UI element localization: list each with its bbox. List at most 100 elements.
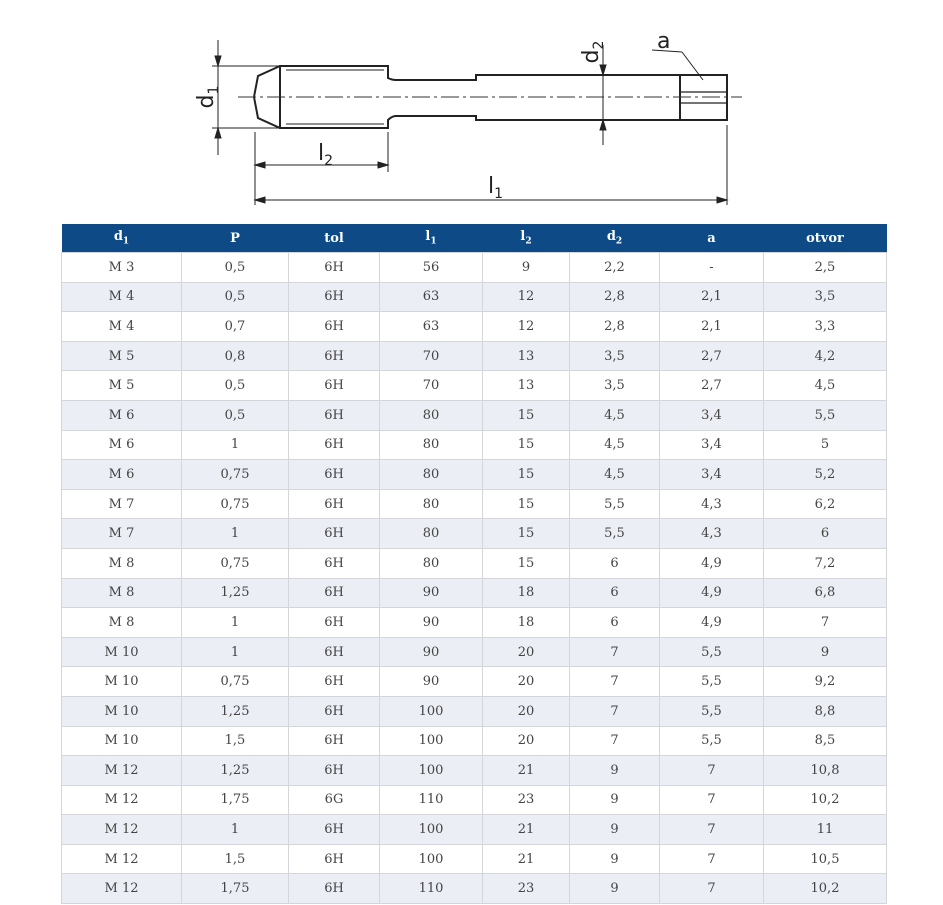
table-row: M 10 1,5 6H 100 20 7 5,5 8,5 <box>61 725 887 757</box>
table-cell: M 8 <box>61 577 182 609</box>
label-d2: d2 <box>579 41 607 64</box>
table-cell: 6H <box>288 607 380 638</box>
table-cell: 12 <box>482 281 570 313</box>
table-cell: 7 <box>659 873 764 905</box>
table-cell: 80 <box>379 399 483 431</box>
header-text: d <box>113 229 123 245</box>
table-cell: 0,75 <box>181 666 289 697</box>
table-cell: 6,8 <box>763 577 887 609</box>
table-cell: M 5 <box>61 340 182 372</box>
table-cell: 56 <box>379 252 483 283</box>
table-cell: 0,75 <box>181 459 289 490</box>
table-row: M 7 0,75 6H 80 15 5,5 4,3 6,2 <box>61 488 887 520</box>
table-cell: M 8 <box>61 547 182 579</box>
header-sub: 2 <box>525 236 532 247</box>
table-cell: 7 <box>659 814 764 845</box>
table-cell: 4,3 <box>659 488 764 520</box>
table-cell: 5,5 <box>659 636 764 668</box>
table-row: M 12 1,5 6H 100 21 9 7 10,5 <box>61 843 887 875</box>
table-cell: 5,5 <box>659 725 764 757</box>
table-cell: 21 <box>482 843 570 875</box>
table-cell: 10,2 <box>763 873 887 905</box>
table-cell: 21 <box>482 755 570 786</box>
table-cell: 20 <box>482 666 570 697</box>
table-cell: 15 <box>482 518 570 549</box>
table-cell: 5,5 <box>659 666 764 697</box>
table-cell: 9 <box>482 252 570 283</box>
table-cell: 1 <box>181 814 289 845</box>
table-cell: 20 <box>482 725 570 757</box>
table-cell: 63 <box>379 311 483 342</box>
table-cell: 90 <box>379 636 483 668</box>
table-cell: 15 <box>482 547 570 579</box>
table-cell: 6H <box>288 695 380 727</box>
table-cell: 0,5 <box>181 281 289 313</box>
table-cell: 4,3 <box>659 518 764 549</box>
table-cell: M 12 <box>61 814 182 845</box>
label-a: a <box>657 29 670 54</box>
table-cell: 0,75 <box>181 547 289 579</box>
table-cell: M 6 <box>61 459 182 490</box>
table-cell: M 7 <box>61 488 182 520</box>
table-cell: 4,9 <box>659 607 764 638</box>
table-cell: 80 <box>379 459 483 490</box>
table-cell: 9 <box>569 814 660 845</box>
table-cell: 7 <box>569 725 660 757</box>
table-cell: 20 <box>482 695 570 727</box>
table-cell: 6H <box>288 666 380 697</box>
header-cell: P <box>181 224 289 253</box>
table-cell: M 7 <box>61 518 182 549</box>
table-cell: 6 <box>569 547 660 579</box>
table-cell: 18 <box>482 577 570 609</box>
table-cell: 6 <box>569 577 660 609</box>
table-cell: 1,25 <box>181 577 289 609</box>
table-row: M 4 0,5 6H 63 12 2,8 2,1 3,5 <box>61 281 887 313</box>
header-text: a <box>707 230 716 246</box>
table-cell: 6G <box>288 784 380 816</box>
table-cell: 3,5 <box>569 340 660 372</box>
table-cell: 1,75 <box>181 873 289 905</box>
table-cell: 15 <box>482 399 570 431</box>
table-cell: 9,2 <box>763 666 887 697</box>
table-row: M 3 0,5 6H 56 9 2,2-2,5 <box>61 252 887 283</box>
table-cell: 9 <box>569 755 660 786</box>
header-cell: d2 <box>569 224 660 253</box>
table-cell: 1,25 <box>181 695 289 727</box>
table-cell: 5,5 <box>659 695 764 727</box>
table-cell: 6H <box>288 459 380 490</box>
header-cell: l2 <box>482 224 570 253</box>
table-cell: 7,2 <box>763 547 887 579</box>
table-cell: M 12 <box>61 843 182 875</box>
table-cell: M 10 <box>61 666 182 697</box>
table-cell: 7 <box>569 666 660 697</box>
table-cell: M 10 <box>61 725 182 757</box>
table-cell: 1,25 <box>181 755 289 786</box>
table-cell: 6H <box>288 873 380 905</box>
table-cell: 10,8 <box>763 755 887 786</box>
table-cell: 11 <box>763 814 887 845</box>
table-cell: 6H <box>288 311 380 342</box>
table-cell: M 4 <box>61 311 182 342</box>
table-cell: 6H <box>288 518 380 549</box>
table-cell: 6,2 <box>763 488 887 520</box>
label-d1: d1 <box>194 86 222 109</box>
table-cell: 4,5 <box>569 429 660 461</box>
table-cell: 5,5 <box>569 488 660 520</box>
table-cell: 15 <box>482 429 570 461</box>
table-cell: 15 <box>482 459 570 490</box>
header-cell: tol <box>288 224 380 253</box>
table-cell: 3,4 <box>659 459 764 490</box>
table-cell: 1 <box>181 429 289 461</box>
table-cell: 7 <box>763 607 887 638</box>
table-cell: 63 <box>379 281 483 313</box>
table-cell: 4,5 <box>569 459 660 490</box>
table-cell: 6H <box>288 399 380 431</box>
table-cell: 6H <box>288 725 380 757</box>
table-cell: 6H <box>288 370 380 401</box>
table-cell: 9 <box>569 873 660 905</box>
table-row: M 12 1,75 6G 110 23 9 7 10,2 <box>61 784 887 816</box>
table-cell: 6H <box>288 252 380 283</box>
table-cell: 6H <box>288 547 380 579</box>
